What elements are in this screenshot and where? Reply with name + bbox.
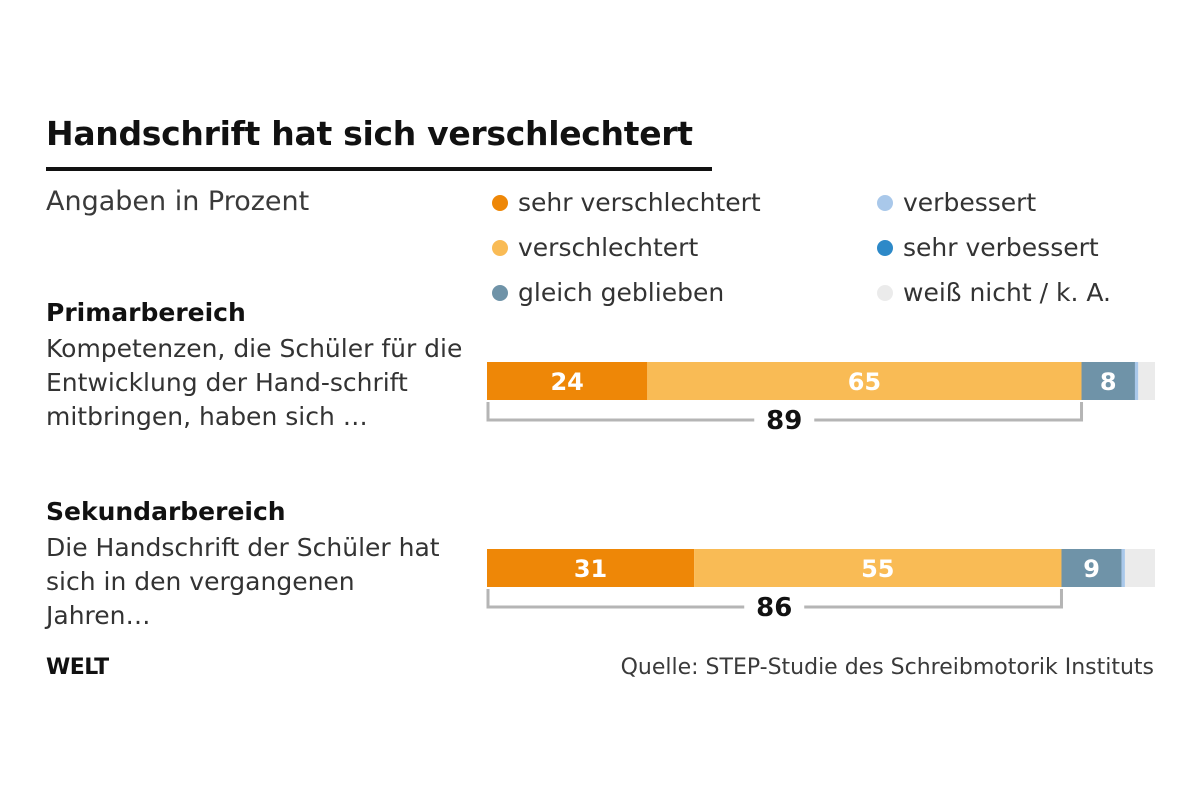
bar-value-label: 65	[848, 368, 881, 396]
bar-segment	[1138, 362, 1155, 400]
bar-segment	[1061, 549, 1122, 587]
bar-segment	[1124, 549, 1155, 587]
bar-segment	[487, 362, 648, 400]
legend-swatch	[877, 239, 893, 256]
title-underline	[46, 167, 712, 171]
bar-value-label: 24	[550, 368, 583, 396]
bar-segment	[647, 362, 1082, 400]
legend-swatch	[492, 194, 508, 211]
chart-subtitle: Angaben in Prozent	[46, 186, 310, 217]
bracket-total-label: 86	[756, 593, 792, 623]
legend-item-sehr-verbessert: sehr verbessert	[877, 233, 1099, 262]
group-question-sekundarbereich: Die Handschrift der Schüler hat sich in …	[46, 533, 440, 630]
legend-item-verschlechtert: verschlechtert	[492, 233, 698, 262]
legend-swatch	[877, 194, 893, 211]
legend-swatch	[492, 284, 508, 301]
legend-label: sehr verbessert	[903, 233, 1099, 262]
legend-item-sehr-verschlechtert: sehr verschlechtert	[492, 188, 761, 217]
bracket-line-right	[814, 402, 1084, 422]
bar-segment	[694, 549, 1062, 587]
legend-item-weiss-nicht: weiß nicht / k. A.	[877, 278, 1111, 307]
legend-item-verbessert: verbessert	[877, 188, 1036, 217]
bar-value-label: 31	[574, 555, 607, 583]
group-heading-sekundarbereich: Sekundarbereich	[46, 497, 286, 526]
legend-label: verbessert	[903, 188, 1037, 217]
bracket-line-left	[486, 589, 745, 609]
bar-value-label: 55	[861, 555, 894, 583]
source-note: Quelle: STEP-Studie des Schreibmotorik I…	[620, 655, 1154, 680]
legend-label: verschlechtert	[518, 233, 699, 262]
legend-label: weiß nicht / k. A.	[903, 278, 1111, 307]
legend-swatch	[877, 284, 893, 301]
bar-segment	[1134, 362, 1139, 400]
bar-value-label: 8	[1100, 368, 1117, 396]
bar-value-label: 9	[1083, 555, 1100, 583]
legend-swatch	[492, 239, 508, 256]
bracket-line-left	[486, 402, 755, 422]
legend-label: sehr verschlechtert	[518, 188, 761, 217]
legend-label: gleich geblieben	[518, 278, 725, 307]
welt-logo: WELT	[46, 655, 109, 680]
group-question-primarbereich: Kompetenzen, die Schüler für die Entwick…	[46, 334, 463, 431]
legend-item-gleich-geblieben: gleich geblieben	[492, 278, 724, 307]
group-heading-primarbereich: Primarbereich	[46, 298, 246, 327]
bar-segment	[487, 549, 695, 587]
bracket-line-right	[804, 589, 1063, 609]
bar-segment	[1081, 362, 1135, 400]
bracket-total-label: 89	[766, 406, 802, 436]
bar-segment	[1121, 549, 1125, 587]
chart-title: Handschrift hat sich verschlechtert	[46, 114, 693, 153]
